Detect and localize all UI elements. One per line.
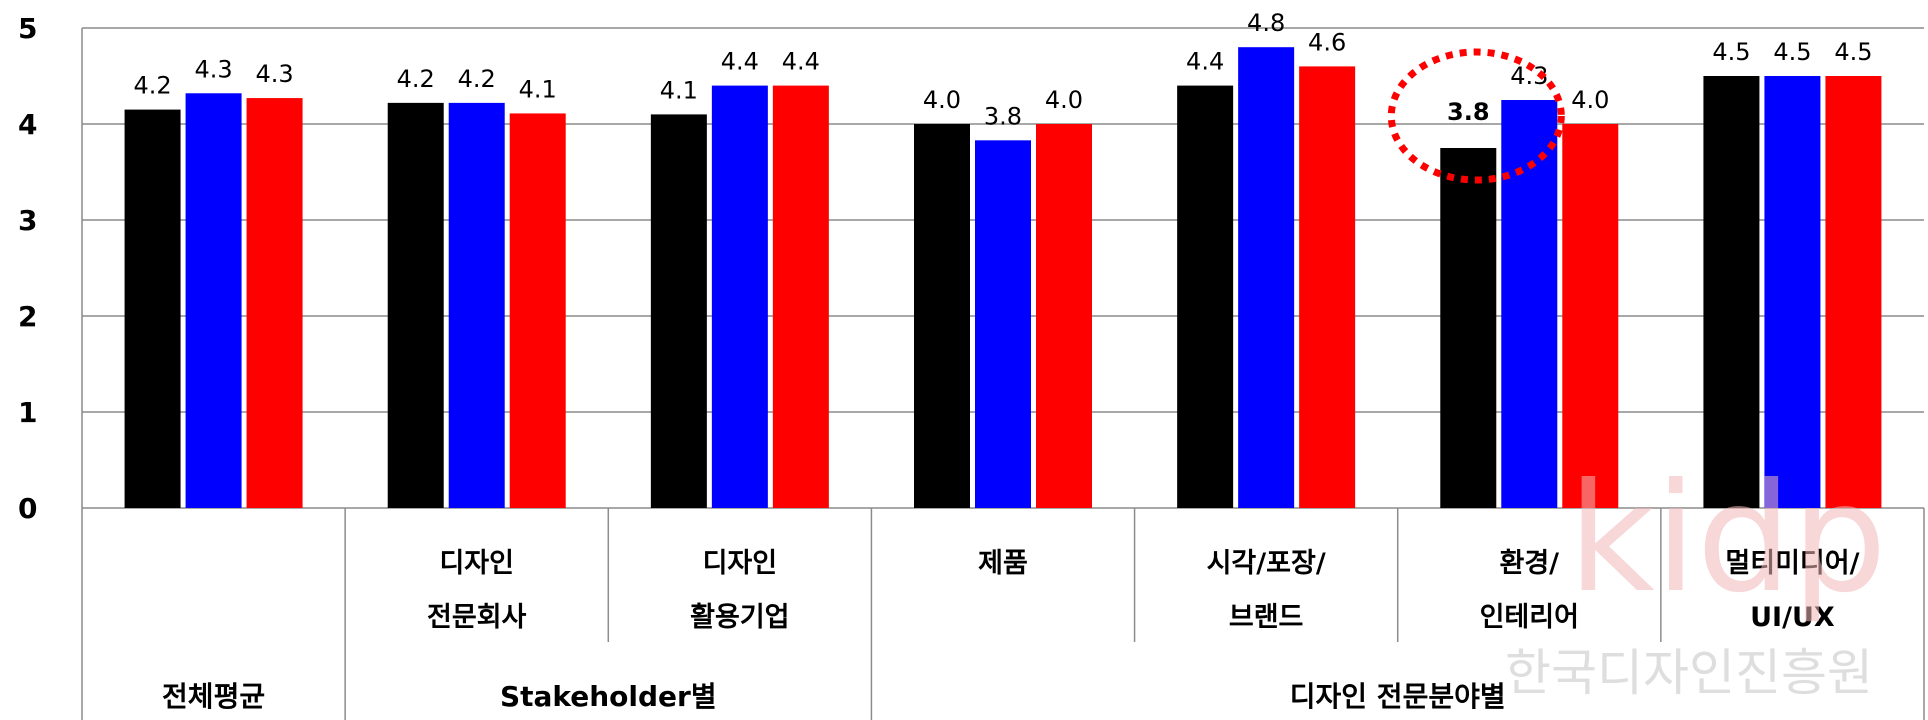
bar (1440, 148, 1497, 508)
category-label: 디자인 (439, 548, 514, 579)
data-label: 4.5 (1834, 38, 1872, 66)
category-label: 디자인 (703, 548, 778, 579)
bar (711, 85, 768, 508)
data-label: 4.4 (782, 48, 820, 76)
bar (772, 85, 829, 508)
y-axis: 0 1 2 3 4 5 (18, 12, 83, 525)
y-tick-label: 2 (18, 300, 37, 333)
data-label: 4.2 (397, 65, 435, 93)
bar (1501, 100, 1558, 508)
data-label: 4.2 (133, 72, 171, 100)
bar (1238, 47, 1295, 508)
watermark-org-name: 한국디자인진흥원 (1505, 644, 1873, 702)
data-label: 4.1 (660, 76, 698, 104)
bar (1299, 66, 1356, 509)
bar (1177, 85, 1234, 508)
bars (124, 47, 1882, 509)
bar (1703, 76, 1760, 508)
data-label: 4.3 (255, 60, 293, 88)
data-label: 4.4 (721, 48, 759, 76)
data-label: 4.3 (194, 55, 232, 83)
category-label: 제품 (978, 548, 1028, 579)
bar (448, 102, 505, 508)
category-label: 활용기업 (690, 602, 789, 633)
data-label: 3.8 (1447, 98, 1490, 126)
y-tick-label: 4 (18, 108, 37, 141)
group-label: Stakeholder별 (500, 680, 717, 713)
watermark-logo: kidp (1568, 452, 1887, 626)
data-label: 4.5 (1773, 38, 1811, 66)
data-label: 4.0 (923, 86, 961, 114)
bar (914, 124, 970, 508)
bar (1562, 124, 1619, 508)
data-label: 3.8 (984, 102, 1022, 130)
bar (124, 109, 181, 508)
data-labels: 4.2 4.2 4.1 4.0 4.4 3.8 4.5 4.3 4.2 4.4 3.8 4.8 4.3 4… (133, 9, 1872, 130)
category-label: 전문회사 (427, 602, 527, 633)
data-label: 4.2 (458, 65, 496, 93)
category-label: 멀티미디어/ (1725, 548, 1859, 579)
y-tick-label: 5 (18, 12, 37, 45)
data-label: 4.6 (1308, 28, 1346, 56)
bar (246, 98, 303, 508)
category-label: 브랜드 (1229, 602, 1304, 633)
data-label: 4.5 (1712, 38, 1750, 66)
bar (1825, 76, 1882, 508)
y-tick-label: 0 (18, 492, 37, 525)
data-label: 4.0 (1045, 86, 1083, 114)
category-label: UI/UX (1750, 602, 1835, 633)
data-label: 4.0 (1571, 86, 1609, 114)
highlight-ellipse (1387, 48, 1565, 184)
watermark: kidp 한국디자인진흥원 (1505, 452, 1887, 702)
bar (1036, 124, 1092, 508)
y-tick-label: 3 (18, 204, 37, 237)
bar (509, 113, 566, 508)
bar (185, 93, 242, 508)
data-label: 4.4 (1186, 48, 1224, 76)
y-tick-label: 1 (18, 396, 37, 429)
category-label: 인테리어 (1480, 602, 1579, 633)
group-label: 전체평균 (162, 680, 265, 713)
category-label: 환경/ (1500, 548, 1560, 579)
category-label: 시각/포장/ (1207, 548, 1326, 579)
bar (650, 114, 707, 509)
data-label: 4.8 (1247, 9, 1285, 37)
bar (387, 102, 444, 508)
bar (975, 140, 1031, 508)
bar (1764, 76, 1821, 508)
group-label: 디자인 전문분야별 (1290, 680, 1506, 713)
highlight-annotation (1387, 48, 1565, 184)
data-label: 4.1 (519, 75, 557, 103)
